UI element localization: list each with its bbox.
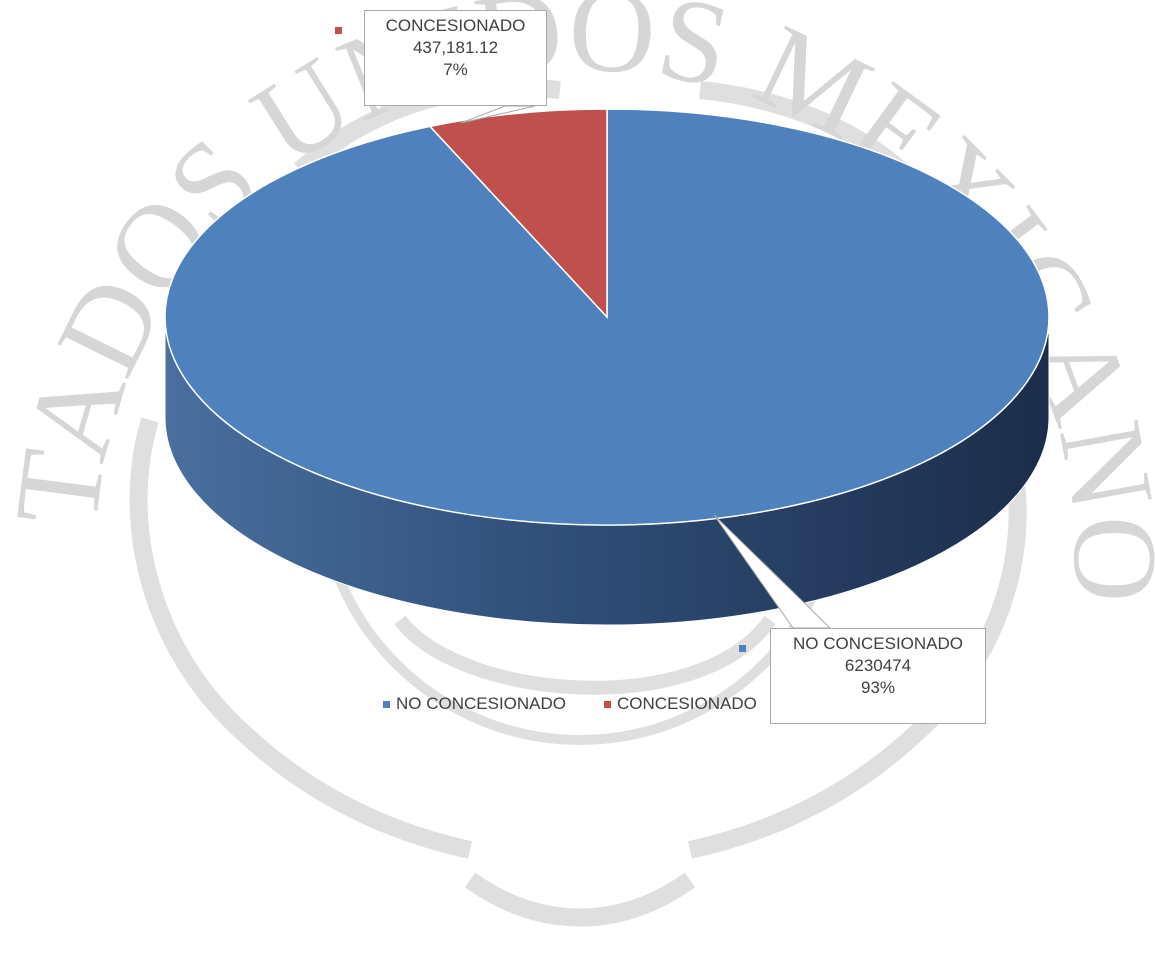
data-label-name: CONCESIONADO <box>385 16 526 35</box>
legend-item-concesionado: CONCESIONADO <box>604 694 757 714</box>
data-label-percent: 93% <box>860 678 896 697</box>
data-label-swatch-concesionado <box>335 27 342 34</box>
legend-label: NO CONCESIONADO <box>396 694 567 713</box>
data-label-value: 6230474 <box>844 656 912 675</box>
data-label-name: NO CONCESIONADO <box>792 634 964 653</box>
data-label-concesionado: CONCESIONADO 437,181.12 7% <box>335 10 547 106</box>
data-label-swatch-no-concesionado <box>739 645 746 652</box>
legend-label: CONCESIONADO <box>617 694 757 713</box>
pie-group <box>164 108 1050 626</box>
legend-swatch <box>383 700 390 708</box>
leader-line-concesionado <box>460 105 536 124</box>
legend-swatch <box>604 700 612 708</box>
data-label-value: 437,181.12 <box>412 38 499 57</box>
data-label-percent: 7% <box>443 60 468 79</box>
chart-legend: NO CONCESIONADO CONCESIONADO <box>383 694 757 714</box>
legend-item-no-concesionado: NO CONCESIONADO <box>383 694 566 714</box>
pie-slice-concesionado <box>428 108 608 319</box>
data-label-no-concesionado: NO CONCESIONADO 6230474 93% <box>739 628 986 724</box>
